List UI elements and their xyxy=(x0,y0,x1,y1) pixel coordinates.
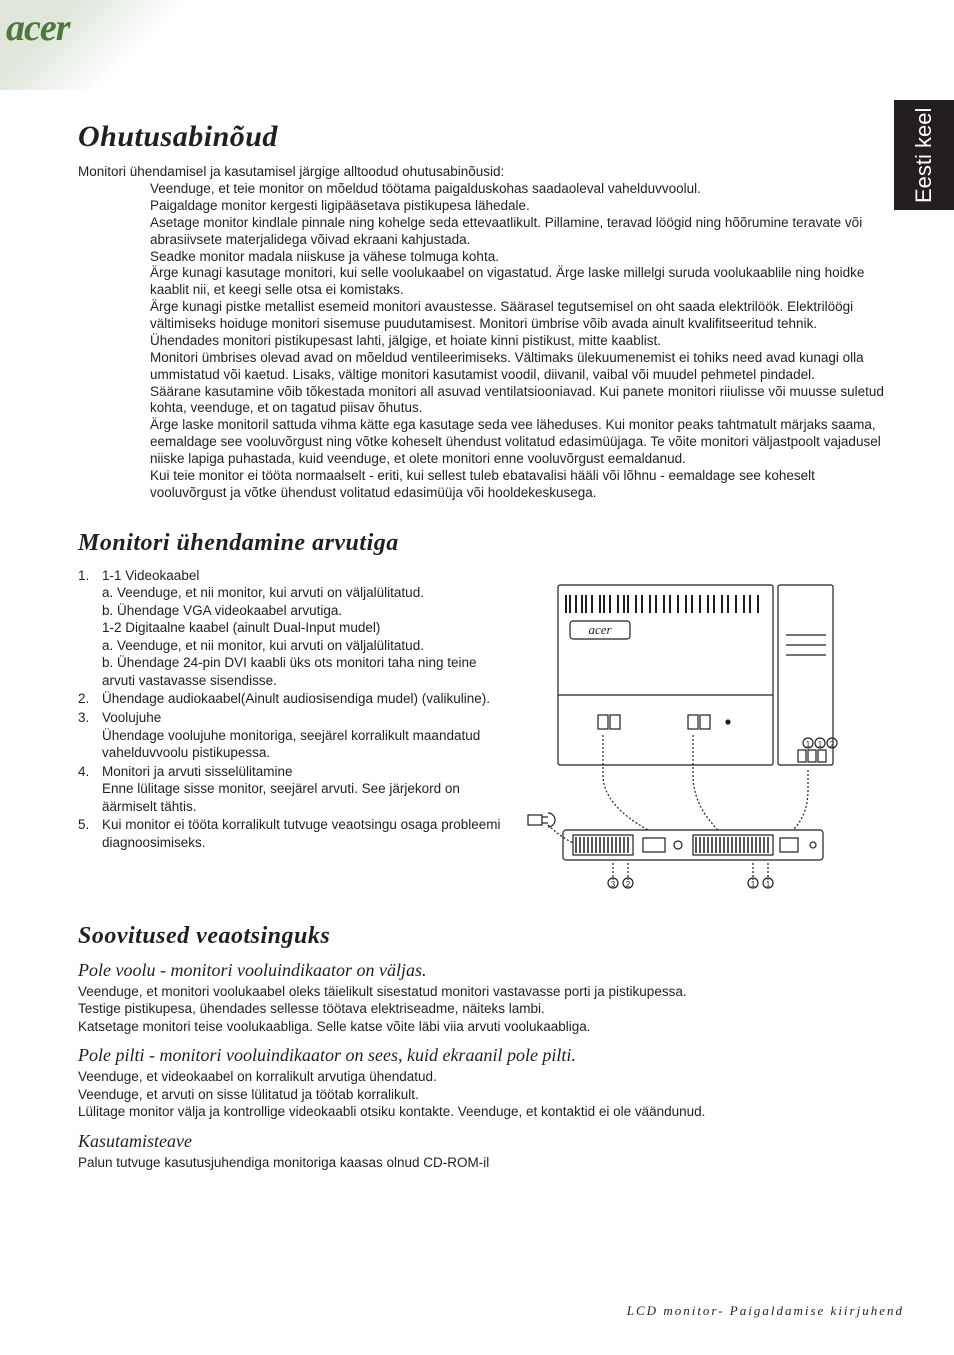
step-number: 1. xyxy=(78,567,102,690)
step-body: VoolujuheÜhendage voolujuhe monitoriga, … xyxy=(102,709,508,762)
step-number: 5. xyxy=(78,816,102,851)
step-number: 2. xyxy=(78,690,102,708)
heading-safety: Ohutusabinõud xyxy=(78,120,888,154)
body-line: Veenduge, et videokaabel on korralikult … xyxy=(78,1068,888,1086)
usage-heading: Kasutamisteave xyxy=(78,1131,888,1152)
connection-diagram: acer xyxy=(518,567,878,895)
language-tab: Eesti keel xyxy=(894,100,954,210)
step-body: Ühendage audiokaabel(Ainult audiosisendi… xyxy=(102,690,508,708)
step-body: 1-1 Videokaabela. Veenduge, et nii monit… xyxy=(102,567,508,690)
step-body: Monitori ja arvuti sisselülitamineEnne l… xyxy=(102,763,508,816)
safety-item: Ärge kunagi pistke metallist esemeid mon… xyxy=(150,299,888,333)
safety-item: Kui teie monitor ei tööta normaalselt - … xyxy=(150,468,888,502)
trouble1-body: Veenduge, et monitori voolukaabel oleks … xyxy=(78,983,888,1036)
body-line: Lülitage monitor välja ja kontrollige vi… xyxy=(78,1103,888,1121)
svg-text:2: 2 xyxy=(830,740,835,749)
safety-item: Asetage monitor kindlale pinnale ning ko… xyxy=(150,215,888,249)
svg-text:acer: acer xyxy=(588,622,612,637)
body-line: Veenduge, et monitori voolukaabel oleks … xyxy=(78,983,888,1001)
body-line: Katsetage monitori teise voolukaabliga. … xyxy=(78,1018,888,1036)
svg-text:1: 1 xyxy=(818,740,823,749)
connect-step: 3.VoolujuheÜhendage voolujuhe monitoriga… xyxy=(78,709,508,762)
heading-troubleshoot: Soovitused veaotsinguks xyxy=(78,923,888,950)
heading-connect: Monitori ühendamine arvutiga xyxy=(78,530,888,557)
trouble2-heading: Pole pilti - monitori vooluindikaator on… xyxy=(78,1045,888,1066)
connect-step: 5.Kui monitor ei tööta korralikult tutvu… xyxy=(78,816,508,851)
safety-item: Paigaldage monitor kergesti ligipääsetav… xyxy=(150,198,888,215)
svg-text:1: 1 xyxy=(751,880,756,889)
svg-text:1: 1 xyxy=(806,740,811,749)
body-line: Palun tutvuge kasutusjuhendiga monitorig… xyxy=(78,1154,888,1172)
safety-item: Säärane kasutamine võib tõkestada monito… xyxy=(150,384,888,418)
connect-step: 4.Monitori ja arvuti sisselülitamineEnne… xyxy=(78,763,508,816)
safety-lead: Monitori ühendamisel ja kasutamisel järg… xyxy=(78,164,888,179)
body-line: Testige pistikupesa, ühendades sellesse … xyxy=(78,1000,888,1018)
footer-text: LCD monitor- Paigaldamise kiirjuhend xyxy=(627,1303,904,1319)
connect-step: 1.1-1 Videokaabela. Veenduge, et nii mon… xyxy=(78,567,508,690)
svg-text:1: 1 xyxy=(766,880,771,889)
trouble2-body: Veenduge, et videokaabel on korralikult … xyxy=(78,1068,888,1121)
connect-steps: 1.1-1 Videokaabela. Veenduge, et nii mon… xyxy=(78,567,508,853)
safety-item: Monitori ümbrises olevad avad on mõeldud… xyxy=(150,350,888,384)
step-number: 4. xyxy=(78,763,102,816)
body-line: Veenduge, et arvuti on sisse lülitatud j… xyxy=(78,1086,888,1104)
step-number: 3. xyxy=(78,709,102,762)
safety-item: Ärge kunagi kasutage monitori, kui selle… xyxy=(150,265,888,299)
step-body: Kui monitor ei tööta korralikult tutvuge… xyxy=(102,816,508,851)
connect-step: 2.Ühendage audiokaabel(Ainult audiosisen… xyxy=(78,690,508,708)
page-content: Ohutusabinõud Monitori ühendamisel ja ka… xyxy=(78,120,888,1171)
safety-item: Veenduge, et teie monitor on mõeldud töö… xyxy=(150,181,888,198)
svg-text:2: 2 xyxy=(626,880,631,889)
safety-list: Veenduge, et teie monitor on mõeldud töö… xyxy=(150,181,888,502)
safety-item: Seadke monitor madala niiskuse ja vähese… xyxy=(150,249,888,266)
brand-logo: acer xyxy=(6,6,70,50)
usage-body: Palun tutvuge kasutusjuhendiga monitorig… xyxy=(78,1154,888,1172)
safety-item: Ärge laske monitoril sattuda vihma kätte… xyxy=(150,417,888,468)
trouble1-heading: Pole voolu - monitori vooluindikaator on… xyxy=(78,960,888,981)
safety-item: Ühendades monitori pistikupesast lahti, … xyxy=(150,333,888,350)
svg-text:3: 3 xyxy=(611,880,616,889)
